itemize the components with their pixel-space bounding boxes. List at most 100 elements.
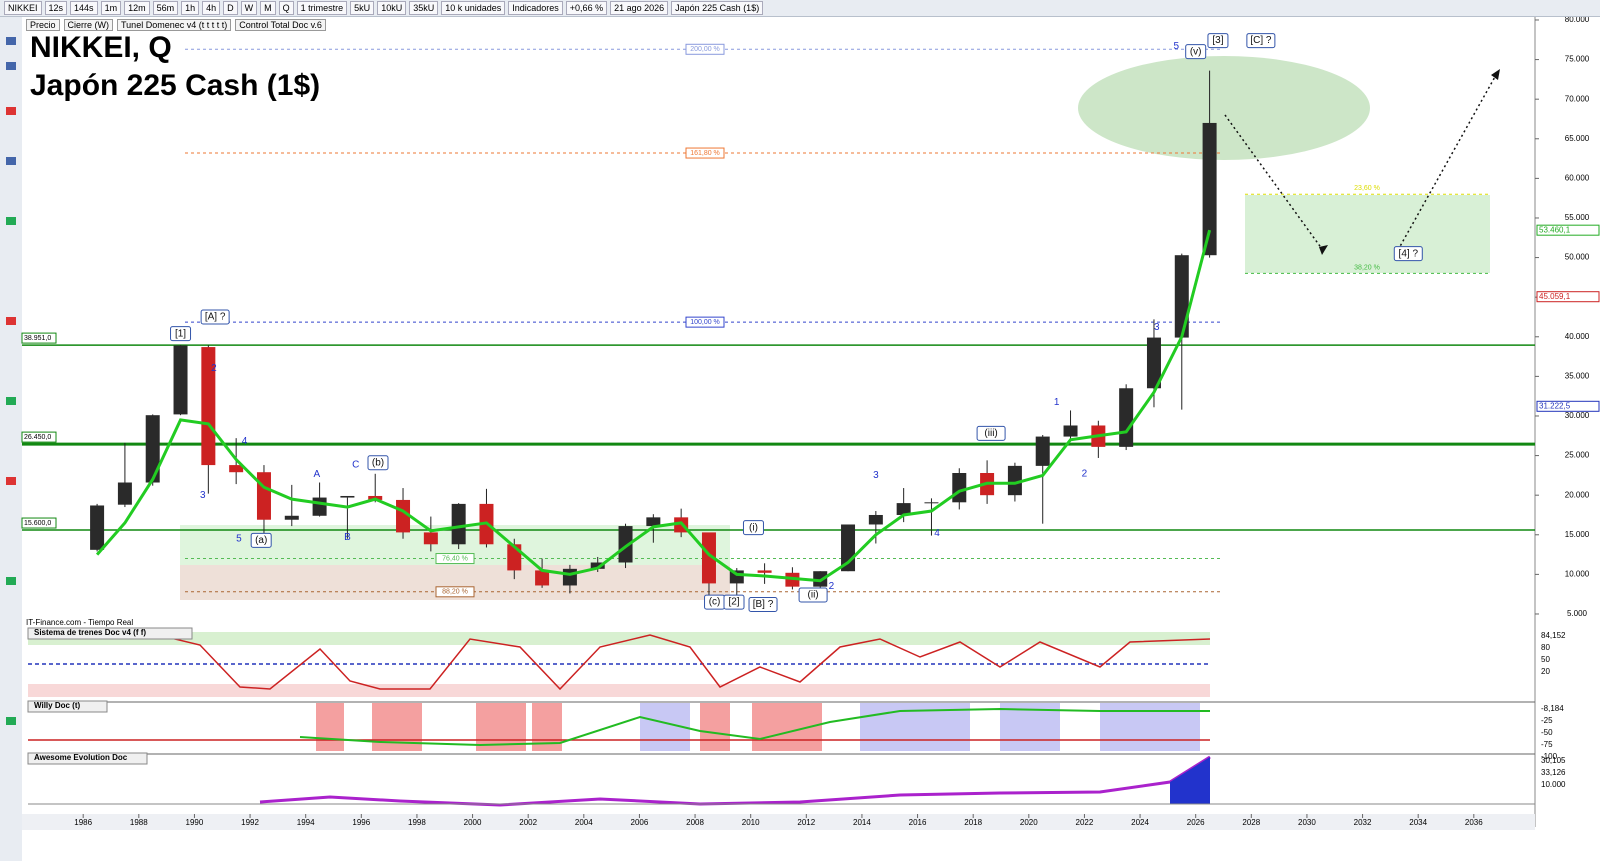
toolbar-item[interactable]: W <box>240 1 258 15</box>
candle-body <box>312 497 327 516</box>
wave-label: 2 <box>829 581 835 592</box>
x-tick-label: 2028 <box>1242 818 1260 827</box>
toolbar-item[interactable]: 4h <box>202 1 221 15</box>
panel-title-box <box>27 627 193 640</box>
y-tick-label: 50.000 <box>1565 253 1590 262</box>
wave-label: 4 <box>934 528 940 539</box>
x-tick-label: 2018 <box>964 818 982 827</box>
toolbar-item[interactable]: 56m <box>152 1 179 15</box>
x-tick-label: 2032 <box>1354 818 1372 827</box>
toolbar-item[interactable]: Q <box>278 1 294 15</box>
wave-label: 3 <box>1154 322 1160 333</box>
panel-line <box>299 707 1210 747</box>
toolbar-item[interactable]: NIKKEI <box>4 1 42 15</box>
panel-label: -50 <box>1541 728 1553 737</box>
fib-label: 200,00 % <box>690 46 720 53</box>
toolbar-item[interactable]: 144s <box>70 1 98 15</box>
wave-label: (v) <box>1190 46 1202 57</box>
toolbar-item[interactable]: 1 trimestre <box>296 1 348 15</box>
toolbar-item[interactable]: +0,66 % <box>565 1 608 15</box>
level-tag <box>21 517 57 529</box>
candle-body <box>535 570 550 586</box>
wave-label: 5 <box>236 533 242 544</box>
panel-title-box <box>27 700 108 713</box>
wave-label: C <box>352 460 359 471</box>
moving-average <box>95 229 1212 583</box>
candle-body <box>423 532 438 545</box>
wave-label: 3 <box>873 470 879 481</box>
panel-label: -8,184 <box>1541 704 1564 713</box>
panel-label: 10.000 <box>1541 780 1566 789</box>
wave-label: (iii) <box>984 428 997 439</box>
candle-body <box>924 502 939 504</box>
price-tag <box>1536 224 1600 236</box>
left-toolbar <box>0 17 22 861</box>
target-box <box>1245 195 1490 273</box>
level-label: 38.951,0 <box>24 335 51 342</box>
wave-box <box>742 520 764 536</box>
candle-body <box>618 526 633 563</box>
wave-label: (i) <box>749 522 758 533</box>
indicator-chip[interactable]: Precio <box>26 19 60 31</box>
y-tick-label: 25.000 <box>1565 451 1590 460</box>
indicator-chip[interactable]: Cierre (W) <box>63 19 114 31</box>
toolbar-item[interactable]: 10 k unidades <box>441 1 506 15</box>
candle-body <box>451 503 466 545</box>
toolbar-item[interactable]: 10kU <box>377 1 407 15</box>
toolbar-item[interactable]: 5kU <box>350 1 375 15</box>
toolbar-item[interactable]: 1m <box>100 1 122 15</box>
price-tag <box>1536 291 1600 303</box>
toolbar-item[interactable]: 12s <box>44 1 68 15</box>
toolbar-item[interactable]: D <box>223 1 238 15</box>
panel-label: 84,152 <box>1541 631 1566 640</box>
indicator-chip[interactable]: Tunel Domenec v4 (t t t t t) <box>117 19 232 31</box>
toolbar-item[interactable]: M <box>260 1 276 15</box>
price-label: 45.059,1 <box>1539 292 1571 301</box>
panel-label: 30,105 <box>1541 756 1566 765</box>
wave-label: 3 <box>200 490 206 501</box>
wave-label: (a) <box>255 535 267 546</box>
x-tick-label: 2022 <box>1076 818 1094 827</box>
x-tick-label: 1988 <box>130 818 148 827</box>
x-tick-label: 1994 <box>297 818 315 827</box>
wave-box <box>200 309 230 325</box>
wave-label: (ii) <box>808 590 819 601</box>
x-tick-label: 2034 <box>1409 818 1427 827</box>
toolbar-item[interactable]: 12m <box>124 1 150 15</box>
panel-line <box>59 632 1211 691</box>
x-tick-label: 1986 <box>74 818 92 827</box>
toolbar-item[interactable]: Japón 225 Cash (1$) <box>671 1 764 15</box>
x-tick-label: 2026 <box>1187 818 1205 827</box>
panel-label: -25 <box>1541 716 1553 725</box>
candle-body <box>590 562 605 569</box>
y-tick-label: 30.000 <box>1565 411 1590 420</box>
x-tick-label: 1990 <box>186 818 204 827</box>
indicator-chip[interactable]: Control Total Doc v.6 <box>235 19 326 31</box>
fib-tag <box>435 586 475 598</box>
fib-tag <box>435 553 475 565</box>
panel-label: 33,126 <box>1541 768 1566 777</box>
x-axis-strip <box>22 814 1535 830</box>
y-tick-label: 75.000 <box>1565 55 1590 64</box>
fib-label: 100,00 % <box>690 319 720 326</box>
wave-label: [2] <box>728 597 739 608</box>
x-tick-label: 2006 <box>631 818 649 827</box>
level-tag <box>21 431 57 443</box>
x-tick-label: 2024 <box>1131 818 1149 827</box>
candle-body <box>284 515 299 520</box>
source: IT-Finance.com - Tiempo Real <box>26 618 133 627</box>
wave-box <box>1207 33 1229 49</box>
toolbar-item[interactable]: 35kU <box>409 1 439 15</box>
wave-label: 1 <box>1054 397 1060 408</box>
fib-label: 161,80 % <box>690 150 720 157</box>
panel-title: Awesome Evolution Doc <box>34 753 128 762</box>
toolbar-item[interactable]: 21 ago 2026 <box>610 1 669 15</box>
toolbar-item[interactable]: 1h <box>181 1 200 15</box>
fib-tag <box>685 43 725 55</box>
toolbar-item[interactable]: Indicadores <box>508 1 563 15</box>
candle-body <box>1146 337 1161 389</box>
panel-label: 80 <box>1541 643 1550 652</box>
panel-label: -100 <box>1541 752 1558 761</box>
level-tag <box>21 332 57 344</box>
